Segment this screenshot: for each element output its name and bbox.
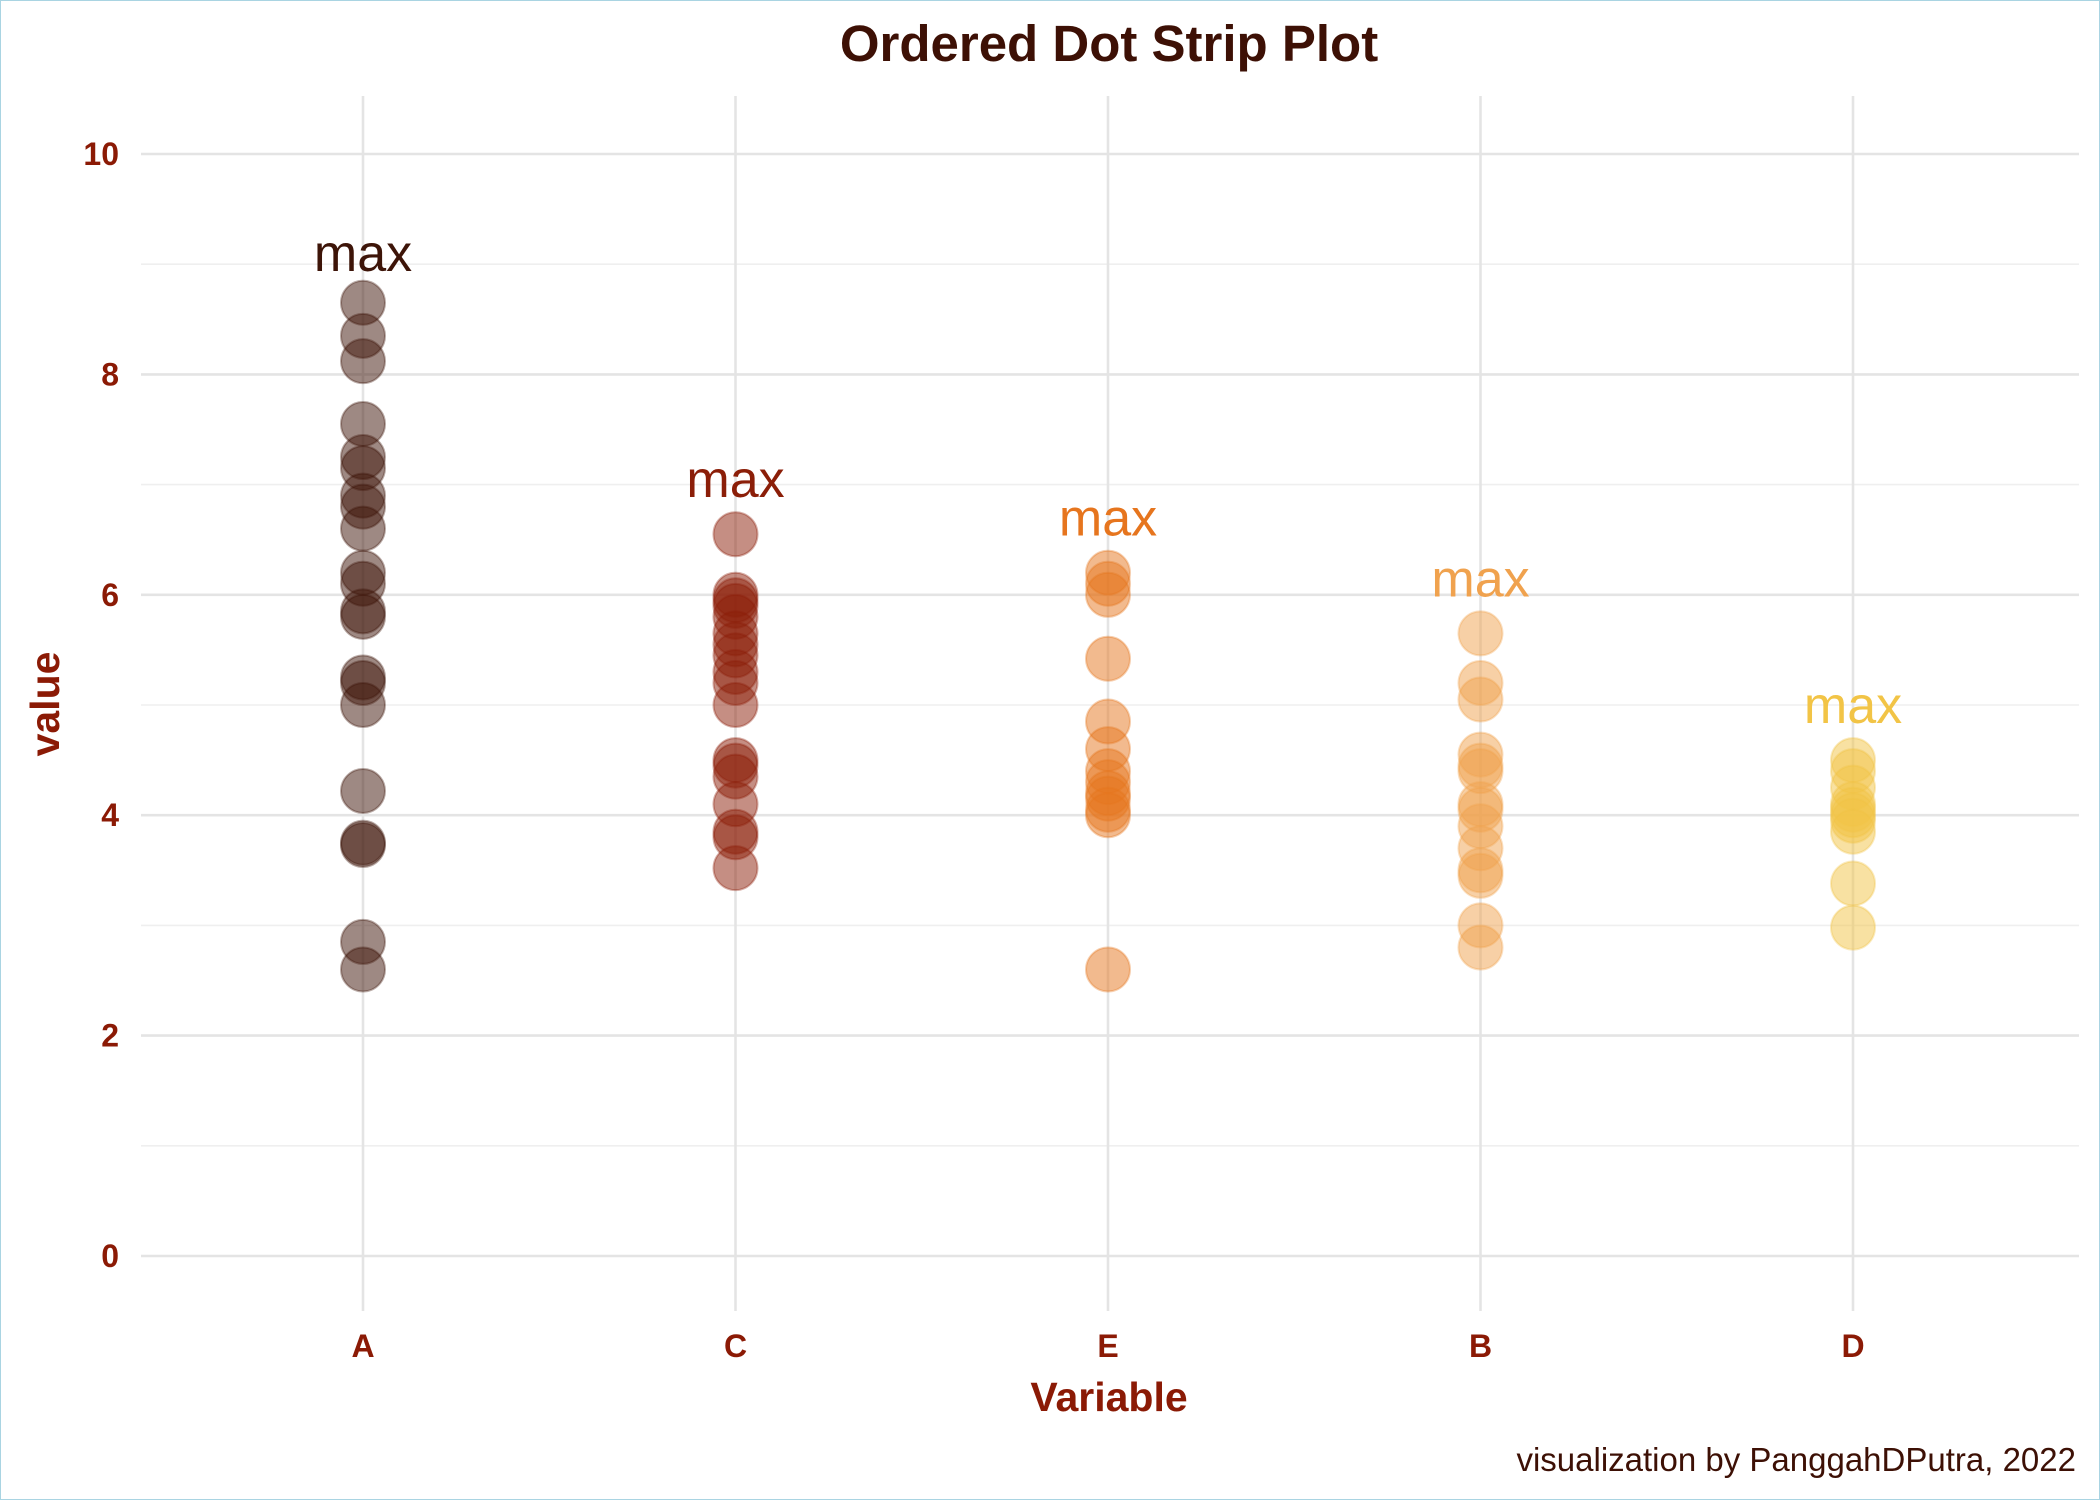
point-E-3 — [1085, 635, 1131, 682]
y-axis-label: value — [22, 652, 68, 757]
y-tick-label-2: 2 — [101, 1018, 119, 1054]
point-B-11 — [1457, 852, 1504, 899]
point-B-2 — [1457, 676, 1504, 723]
y-tick-label-8: 8 — [101, 356, 119, 392]
y-tick-label-0: 0 — [101, 1238, 119, 1274]
point-C-0 — [712, 511, 759, 558]
point-A-8 — [340, 505, 386, 552]
point-D-8 — [1830, 860, 1876, 907]
max-label-E: max — [1059, 490, 1157, 548]
point-A-16 — [340, 767, 386, 814]
y-tick-label-6: 6 — [101, 577, 119, 613]
max-label-D: max — [1804, 677, 1902, 735]
x-tick-label-D: D — [1841, 1328, 1864, 1364]
point-C-17 — [712, 845, 759, 892]
max-label-C: max — [686, 451, 784, 509]
point-E-2 — [1085, 571, 1131, 618]
x-tick-label-C: C — [724, 1328, 747, 1364]
point-A-15 — [340, 682, 386, 728]
y-tick-label-10: 10 — [83, 136, 119, 172]
point-E-12 — [1085, 946, 1131, 993]
chart-caption: visualization by PanggahDPutra, 2022 — [1516, 1441, 2076, 1478]
point-D-9 — [1830, 904, 1876, 951]
max-label-B: max — [1431, 550, 1529, 608]
x-axis-label: Variable — [1030, 1374, 1187, 1420]
y-tick-label-4: 4 — [101, 797, 119, 833]
data-points — [340, 279, 1876, 993]
x-tick-label-A: A — [351, 1328, 374, 1364]
point-B-0 — [1457, 610, 1504, 657]
y-axis-ticks: 0 2 4 6 8 10 — [83, 136, 119, 1274]
point-A-18 — [340, 821, 386, 868]
max-annotations: max max max max max — [314, 225, 1902, 735]
x-tick-label-B: B — [1469, 1328, 1492, 1364]
max-label-A: max — [314, 225, 412, 283]
point-A-20 — [340, 946, 386, 993]
x-tick-label-E: E — [1097, 1328, 1118, 1364]
point-E-11 — [1085, 792, 1131, 839]
point-A-12 — [340, 593, 386, 640]
point-C-10 — [712, 682, 759, 728]
point-D-7 — [1830, 808, 1876, 855]
point-B-13 — [1457, 924, 1504, 971]
chart-title: Ordered Dot Strip Plot — [840, 15, 1378, 72]
point-A-2 — [340, 338, 386, 385]
